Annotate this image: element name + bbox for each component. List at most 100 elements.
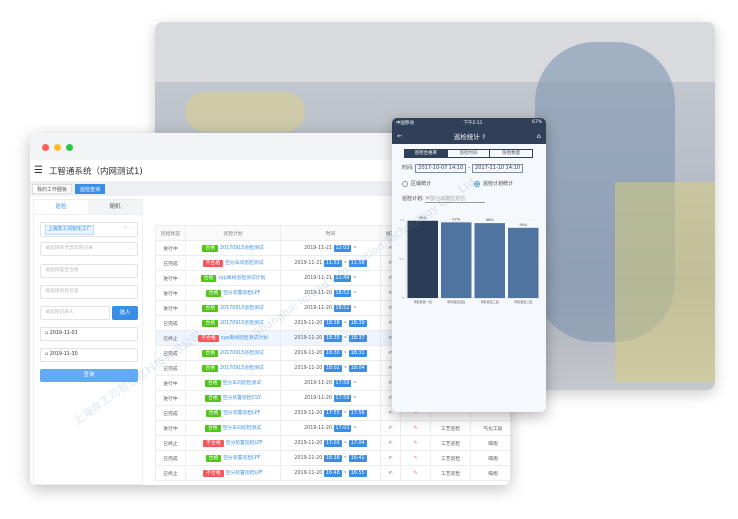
area-cell: 气化工段 bbox=[470, 420, 510, 436]
plan-cell: 合格 空分装置巡检LPF bbox=[185, 405, 281, 421]
end-time: 18:39 bbox=[348, 319, 367, 327]
plan-link[interactable]: 空分车间巡检测试 bbox=[222, 381, 261, 386]
table-row[interactable]: 已完成 合格 空分装置巡检LPF 2019-11-20 16:38 ~ 16:41… bbox=[155, 450, 510, 466]
minimize-window-button[interactable] bbox=[54, 144, 61, 151]
segment-hazards[interactable]: 隐患数量 bbox=[502, 151, 521, 156]
edit-icon[interactable]: ✎ bbox=[400, 420, 431, 436]
time-cell: 2019-11-20 18:52 ~ bbox=[280, 300, 381, 316]
plan-link[interactable]: cyp离线巡检测试计划 bbox=[220, 336, 268, 341]
plan-link[interactable]: 20170915巡检测试 bbox=[220, 366, 264, 371]
pass-badge: 合格 bbox=[205, 290, 222, 297]
edit-icon[interactable]: ✎ bbox=[400, 465, 431, 481]
start-time: 17:03 bbox=[323, 439, 342, 447]
edit-icon[interactable]: ✎ bbox=[400, 435, 431, 451]
start-time: 18:38 bbox=[323, 319, 342, 327]
plan-cell: 合格 20170915巡检测试 bbox=[185, 360, 281, 376]
time-cell: 2019-11-20 16:48 ~ 16:55 bbox=[280, 465, 381, 481]
status-cell: 已完成 bbox=[155, 405, 186, 421]
end-time: 18:37 bbox=[348, 334, 367, 342]
col-plan: 巡检计划 bbox=[185, 225, 281, 241]
plan-link[interactable]: 空分装置巡检LPF bbox=[223, 456, 261, 461]
start-time: 11:49 bbox=[333, 274, 352, 282]
home-icon[interactable]: ⌂ bbox=[536, 131, 541, 140]
time-cell: 2019-11-20 17:59 ~ bbox=[280, 375, 381, 391]
hamburger-icon[interactable]: ☰ bbox=[34, 165, 43, 176]
end-time-field[interactable]: 2017-11-10 14:10 bbox=[472, 164, 524, 173]
time-cell: 2019-11-20 18:02 ~ 18:04 bbox=[280, 360, 381, 376]
start-time-field[interactable]: 2017-10-07 14:10 bbox=[415, 164, 467, 173]
plan-cell: 合格 cyp离线巡检测试计划 bbox=[185, 270, 281, 286]
bar bbox=[508, 227, 539, 298]
table-row[interactable]: 已终止 不合格 空分装置巡检LPF 2019-11-20 16:48 ~ 16:5… bbox=[155, 465, 510, 481]
maximize-window-button[interactable] bbox=[66, 144, 73, 151]
start-time: 17:59 bbox=[333, 394, 352, 402]
category-label: 甲醇装置四班 bbox=[447, 299, 465, 304]
query-button[interactable]: 查询 bbox=[40, 369, 138, 382]
status-cell: 进行中 bbox=[155, 375, 186, 391]
fill-cell: ✍ bbox=[380, 420, 401, 436]
qualified-select[interactable]: 请选择是否合格 ⌄ bbox=[40, 264, 138, 278]
chevron-down-icon: ⌄ bbox=[128, 246, 133, 251]
segment-pass-rate[interactable]: 巡检合格率 bbox=[405, 150, 448, 157]
background-photo bbox=[155, 22, 715, 390]
data-label: 97% bbox=[452, 217, 460, 221]
tab-random[interactable]: 随机 bbox=[88, 200, 142, 214]
recorder-input[interactable]: 请选择记录人 bbox=[40, 306, 110, 320]
status-cell: 已完成 bbox=[155, 345, 186, 361]
end-date-field[interactable]: ▫ 2019-11-30 bbox=[40, 348, 138, 362]
radio-plan[interactable]: 巡检计划统计 bbox=[474, 180, 513, 187]
start-time: 16:38 bbox=[323, 454, 342, 462]
time-cell: 2019-11-21 11:53 ~ 11:58 bbox=[280, 255, 381, 271]
plan-link[interactable]: 空分装置巡检LPF bbox=[225, 471, 263, 476]
start-date-field[interactable]: ▫ 2019-11-01 bbox=[40, 327, 138, 341]
plan-link[interactable]: 空分装置巡检CSY bbox=[222, 396, 261, 401]
end-time: 17:56 bbox=[348, 409, 367, 417]
pass-rate-chart: 0 0.5 1.0 99% 甲醇装置一班 97% 甲醇装置四班 96% 甲醇装置三班 90% 甲醇装… bbox=[399, 216, 540, 304]
status-cell: 进行中 bbox=[155, 300, 186, 316]
plan-cell: 不合格 空分装置巡检LPF bbox=[185, 435, 281, 451]
factory-select[interactable]: 上海奔工司智化工厂 × ⌄ bbox=[40, 222, 138, 237]
plan-link[interactable]: 空分车间巡检测试 bbox=[225, 261, 264, 266]
plan-link[interactable]: 20170915巡检测试 bbox=[220, 246, 264, 251]
plan-link[interactable]: 20170915巡检测试 bbox=[220, 321, 264, 326]
app-title: 工智通系统（内网测试1) bbox=[48, 166, 143, 177]
help-icon[interactable]: ? bbox=[481, 132, 486, 141]
edit-icon[interactable]: ✎ bbox=[400, 450, 431, 466]
plan-link[interactable]: 20170915巡检测试 bbox=[220, 351, 264, 356]
plan-cell: 合格 空分装置巡检CSY bbox=[185, 390, 281, 406]
calendar-icon: ▫ bbox=[45, 331, 50, 336]
area-cell: 喝炮 bbox=[470, 435, 510, 451]
plan-link[interactable]: 空分装置巡检LPF bbox=[223, 291, 261, 296]
type-cell: 工艺巡检 bbox=[430, 465, 471, 481]
plan-link[interactable]: 空分装置巡检LPF bbox=[225, 441, 263, 446]
pass-badge: 合格 bbox=[202, 350, 218, 357]
close-window-button[interactable] bbox=[42, 144, 49, 151]
tab-workbench[interactable]: 我的工作圈板 bbox=[32, 184, 73, 194]
plan-cell: 合格 空分装置巡检LPF bbox=[185, 450, 281, 466]
pass-badge: 不合格 bbox=[198, 335, 219, 342]
table-row[interactable]: 已终止 不合格 空分装置巡检LPF 2019-11-20 17:03 ~ 17:0… bbox=[155, 435, 510, 451]
plan-link[interactable]: cyp离线巡检测试计划 bbox=[218, 276, 266, 281]
radio-area[interactable]: 区域统计 bbox=[402, 180, 431, 187]
status-bar: 中国移动 下午2:11 67% bbox=[392, 118, 546, 127]
status-select[interactable]: 请选择巡检状态 ⌄ bbox=[40, 285, 138, 299]
bar bbox=[474, 223, 505, 298]
type-cell: 工艺巡检 bbox=[430, 435, 471, 451]
plan-input[interactable]: 甲醇合成岗位巡检 bbox=[425, 196, 486, 203]
tab-inspection-query[interactable]: 巡检查询 bbox=[75, 184, 106, 194]
plan-link[interactable]: 空分车间巡检测试 bbox=[222, 426, 261, 431]
time-cell: 2019-11-20 17:59 ~ bbox=[280, 390, 381, 406]
start-time: 18:30 bbox=[323, 349, 342, 357]
data-label: 99% bbox=[419, 216, 427, 220]
segment-time[interactable]: 巡检时间 bbox=[448, 150, 491, 157]
plan-link[interactable]: 20170915巡检测试 bbox=[220, 306, 264, 311]
plan-cell: 合格 20170915巡检测试 bbox=[185, 300, 281, 316]
back-arrow-icon[interactable]: ← bbox=[397, 131, 403, 140]
select-person-button[interactable]: 选人 bbox=[112, 306, 138, 320]
abnormal-select[interactable]: 请选择有无异常项记录 ⌄ bbox=[40, 242, 138, 256]
start-time: 17:59 bbox=[333, 379, 352, 387]
plan-link[interactable]: 空分装置巡检LPF bbox=[223, 411, 261, 416]
table-row[interactable]: 进行中 合格 空分车间巡检测试 2019-11-20 17:03 ~ ✍ ✎ 工艺… bbox=[155, 420, 510, 436]
tab-inspection[interactable]: 巡检 bbox=[34, 200, 88, 214]
start-time: 12:03 bbox=[333, 244, 352, 252]
